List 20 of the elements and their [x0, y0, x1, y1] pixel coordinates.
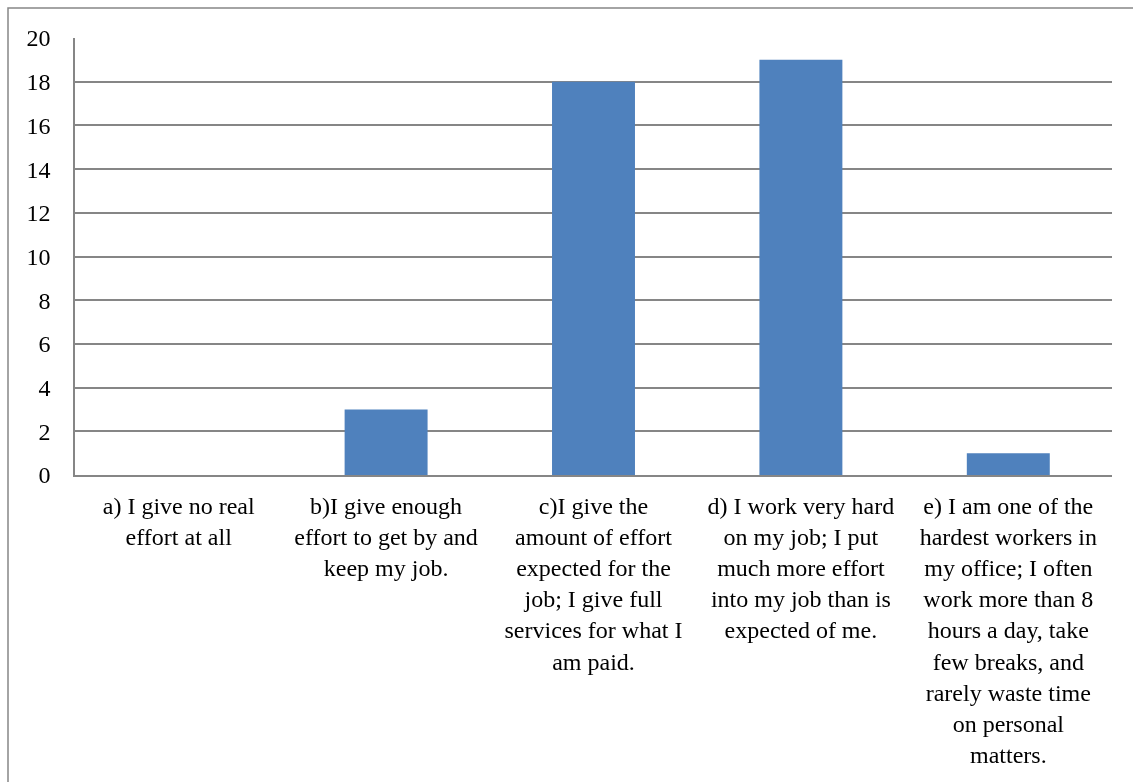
x-tick-label: a) I give no real effort at all — [102, 492, 255, 550]
category-label: e) I am one of the hardest workers in my office; I often work more than 8 hours a day, take few breaks, and rarely waste time on personal matters. — [919, 492, 1097, 769]
x-tick-label: b)I give enough effort to get by and keep my job. — [294, 492, 478, 581]
y-tick-label: 8 — [38, 287, 51, 314]
y-tick-label: 20 — [26, 25, 51, 52]
bar — [552, 81, 635, 475]
y-tick-label: 14 — [26, 156, 51, 183]
y-tick-label: 18 — [26, 69, 51, 96]
y-tick-label: 4 — [38, 375, 51, 401]
x-tick-label: c)I give the amount of effort expected for the job; I give full services for what I am paid. — [504, 492, 683, 675]
y-tick-label: 12 — [26, 200, 51, 227]
y-tick-label: 10 — [26, 243, 51, 270]
x-tick-label: d) I work very hard on my job; I put much more effort into my job than is expected of me. — [707, 492, 895, 644]
bar — [344, 409, 428, 475]
y-tick-label: 6 — [38, 331, 51, 358]
bar — [759, 59, 843, 475]
y-tick-label: 16 — [26, 112, 51, 139]
y-tick-label: 2 — [38, 418, 51, 445]
y-tick-label: 0 — [38, 462, 51, 489]
bar — [966, 453, 1050, 475]
